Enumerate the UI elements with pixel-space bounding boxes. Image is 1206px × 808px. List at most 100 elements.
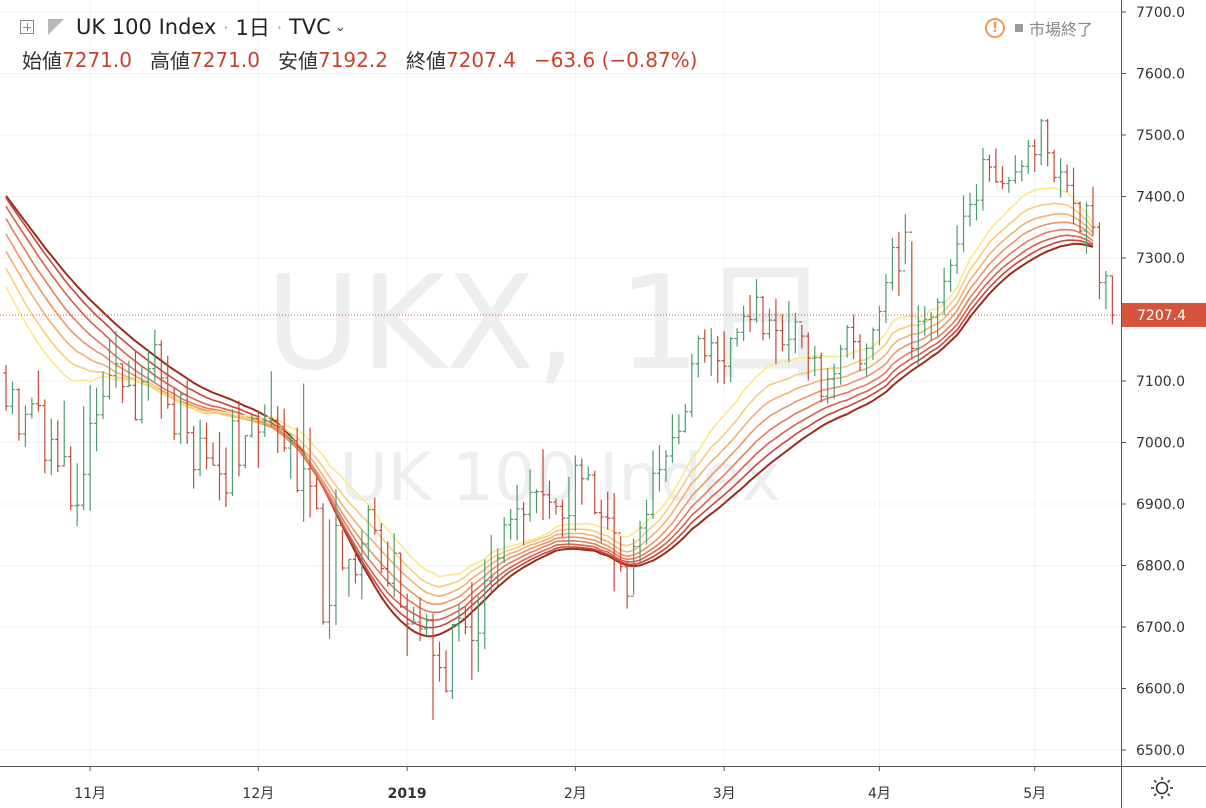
x-tick-label: 5月 [1023,786,1046,802]
ohlc-bar [863,343,870,377]
ohlc-bar [203,422,210,470]
ohlc-bar [728,337,734,383]
ohlc-bar [385,541,391,587]
ohlc-bar [93,387,100,452]
ohlc-bar [1006,176,1012,193]
ohlc-bar [986,154,993,182]
ohlc-bar [281,408,287,452]
ohlc-bar [592,470,598,515]
warning-icon[interactable]: ! [985,18,1005,38]
ohlc-bar [805,332,811,381]
ohlc-bar [132,350,138,421]
ohlc-bar [585,466,591,481]
ohlc-bar [980,147,986,211]
ohlc-bar [831,363,837,399]
header-separator: · [276,17,282,37]
watermark-name: UK 100 Index [339,439,780,516]
ohlc-bar [55,420,61,473]
ohlc-bar [1025,139,1031,174]
high-value: 7271.0 [189,47,260,72]
chevron-down-icon[interactable]: ⌄ [334,19,346,35]
y-tick-label: 7500.0 [1136,128,1185,144]
ohlc-bar [482,559,488,650]
ohlc-bar [1012,155,1018,184]
ohlc-bar [223,447,229,508]
ohlc-bar [1019,160,1025,182]
market-status: ! 市場終了 [985,16,1093,40]
open-value: 7271.0 [62,47,132,72]
ohlc-bar [449,623,456,699]
ohlc-bar [605,491,611,530]
market-status-text: 市場終了 [1029,20,1094,39]
ohlc-bar [572,455,578,532]
ohlc-bar [540,449,546,520]
ohlc-bar [1083,202,1090,254]
ohlc-bar [462,606,468,635]
ohlc-bar [87,385,93,511]
ohlc-bar [236,400,242,477]
ohlc-bar [928,312,934,342]
ohlc-bar [1077,201,1083,234]
ohlc-bar [747,294,753,332]
x-tick-label: 12月 [242,786,274,802]
y-tick-label: 6700.0 [1136,620,1185,636]
ohlc-bar [359,530,365,600]
ohlc-bar [469,582,475,680]
ohlc-bar [3,365,9,411]
chart-watermark: UKX, 1日 UK 100 Index [266,247,831,516]
ohlc-bar [857,334,863,372]
ohlc-bar [876,305,883,346]
ohlc-bar [624,561,630,609]
ohlc-bar [404,593,410,656]
ohlc-readout: 始値 7271.0 高値 7271.0 安値 7192.2 終値 7207.4 … [22,45,715,74]
y-tick-label: 6900.0 [1136,497,1185,513]
ohlc-bar [165,355,171,409]
x-tick-label: 11月 [74,786,106,802]
ohlc-bar [333,489,339,626]
ohlc-bar [902,214,908,272]
ohlc-bar [618,532,624,572]
settings-gear-icon[interactable] [1151,777,1173,799]
ohlc-bar [22,405,29,447]
low-label: 安値 [277,49,318,73]
ohlc-bar [521,502,527,546]
ohlc-bar [106,338,113,400]
x-tick-label: 2019 [388,786,427,802]
ohlc-bar [171,387,177,441]
ohlc-bar [74,463,80,527]
ohlc-bar [637,520,643,563]
collapse-plus-icon[interactable] [20,20,34,34]
ohlc-bar [954,225,960,274]
ohlc-bar [896,232,902,297]
ohlc-bar [262,404,268,437]
ohlc-bar [695,335,701,378]
ohlc-bar [689,353,695,418]
ohlc-bar [178,392,184,444]
ohlc-bar [16,388,22,441]
ohlc-bar [1051,149,1057,183]
ohlc-bar [922,305,928,337]
ohlc-bar [818,352,824,403]
ohlc-bar [508,508,514,540]
y-tick-label: 7600.0 [1136,67,1185,83]
ohlc-bar [42,399,48,474]
ohlc-bar [656,444,663,492]
ohlc-bar [598,499,604,543]
ohlc-bar [372,497,378,535]
ohlc-bar [152,329,158,382]
ohlc-bar [682,403,688,433]
ohlc-bar [566,476,572,546]
ohlc-bar [501,516,507,564]
ohlc-bar [533,489,540,514]
y-tick-label: 7300.0 [1136,251,1185,267]
ohlc-bar [294,427,300,493]
exchange-label[interactable]: TVC [288,15,331,39]
symbol-name[interactable]: UK 100 Index [76,15,217,39]
ohlc-bar [708,328,714,377]
y-tick-label: 6500.0 [1136,743,1185,759]
interval-label[interactable]: 1日 [235,16,270,40]
ohlc-bar [1058,158,1064,198]
status-square-icon [1015,24,1023,32]
